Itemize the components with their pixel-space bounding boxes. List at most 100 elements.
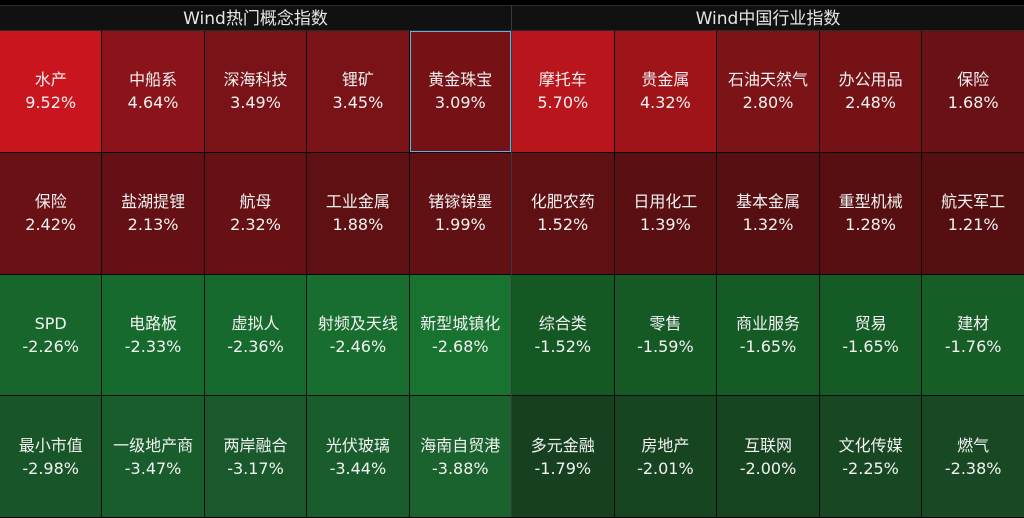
tile-name: 航母 [239, 192, 272, 212]
tile-change-percent: -2.26% [22, 336, 79, 356]
index-tile[interactable]: 保险 2.42% [0, 152, 102, 274]
tile-change-percent: -2.36% [227, 336, 284, 356]
tile-change-percent: 9.52% [25, 93, 77, 113]
index-tile[interactable]: 燃气 -2.38% [922, 396, 1024, 517]
tile-name: 多元金融 [530, 435, 595, 455]
tile-name: 日用化工 [633, 192, 698, 212]
tile-name: 燃气 [957, 435, 990, 455]
index-tile[interactable]: 锂矿 3.45% [307, 31, 409, 152]
index-tile[interactable]: 两岸融合 -3.17% [204, 396, 307, 517]
index-tile[interactable]: 电路板 -2.33% [102, 274, 204, 396]
index-tile[interactable]: 航母 2.32% [204, 152, 307, 274]
tile-name: 虚拟人 [231, 313, 280, 333]
index-tile[interactable]: 互联网 -2.00% [717, 396, 819, 517]
tile-change-percent: 1.68% [947, 93, 999, 113]
index-tile[interactable]: 黄金珠宝 3.09% [409, 31, 511, 152]
index-tile[interactable]: 虚拟人 -2.36% [204, 274, 307, 396]
tile-change-percent: 1.21% [947, 215, 999, 235]
tile-name: 零售 [649, 313, 682, 333]
panel-divider [511, 5, 512, 517]
tile-name: SPD [34, 313, 67, 333]
index-tile[interactable]: 工业金属 1.88% [307, 152, 409, 274]
tile-change-percent: -2.38% [944, 458, 1002, 478]
index-tile[interactable]: 多元金融 -1.79% [512, 396, 614, 517]
tile-name: 贵金属 [641, 70, 690, 90]
index-tile[interactable]: 建材 -1.76% [922, 274, 1024, 396]
tile-change-percent: -2.33% [124, 336, 182, 356]
tile-name: 一级地产商 [113, 435, 194, 455]
index-tile[interactable]: 石油天然气 2.80% [717, 31, 819, 152]
tile-grid: 摩托车 5.70% 贵金属 4.32% 石油天然气 2.80% 办公用品 2.48% 保险 1.6… [512, 31, 1024, 517]
tile-change-percent: 1.32% [742, 215, 794, 235]
index-tile[interactable]: 房地产 -2.01% [614, 396, 717, 517]
tile-change-percent: 2.32% [230, 215, 281, 235]
index-tile[interactable]: 商业服务 -1.65% [717, 274, 819, 396]
tile-change-percent: -2.25% [842, 458, 899, 478]
index-tile[interactable]: 中船系 4.64% [102, 31, 204, 152]
index-tile[interactable]: 光伏玻璃 -3.44% [307, 396, 409, 517]
tile-change-percent: 1.28% [845, 215, 896, 235]
index-tile[interactable]: 航天军工 1.21% [922, 152, 1024, 274]
index-tile[interactable]: 贸易 -1.65% [819, 274, 922, 396]
tile-name: 文化传媒 [838, 435, 903, 455]
tile-name: 保险 [34, 192, 67, 212]
tile-change-percent: 4.64% [127, 93, 179, 113]
tile-name: 射频及天线 [317, 313, 398, 333]
tile-change-percent: -2.68% [431, 336, 489, 356]
tile-name: 深海科技 [223, 70, 288, 90]
index-tile[interactable]: 锗镓锑墨 1.99% [409, 152, 511, 274]
panel-industry-index: Wind中国行业指数 摩托车 5.70% 贵金属 4.32% 石油天然气 2.80% 办公用… [512, 5, 1024, 517]
tile-name: 电路板 [129, 313, 178, 333]
index-tile[interactable]: 射频及天线 -2.46% [307, 274, 409, 396]
index-tile[interactable]: 水产 9.52% [0, 31, 102, 152]
panel-title: Wind中国行业指数 [512, 5, 1024, 31]
tile-change-percent: 4.32% [639, 93, 691, 113]
tile-name: 锂矿 [341, 70, 374, 90]
tile-name: 海南自贸港 [420, 435, 501, 455]
tile-name: 摩托车 [538, 70, 587, 90]
tile-change-percent: -1.59% [637, 336, 694, 356]
index-tile[interactable]: 深海科技 3.49% [204, 31, 307, 152]
index-tile[interactable]: 保险 1.68% [922, 31, 1024, 152]
tile-name: 建材 [957, 313, 990, 333]
tile-name: 综合类 [538, 313, 587, 333]
index-tile[interactable]: 最小市值 -2.98% [0, 396, 102, 517]
tile-change-percent: 2.48% [845, 93, 896, 113]
index-tile[interactable]: 一级地产商 -3.47% [102, 396, 204, 517]
tile-change-percent: -1.52% [534, 336, 592, 356]
index-tile[interactable]: 文化传媒 -2.25% [819, 396, 922, 517]
index-tile[interactable]: 基本金属 1.32% [717, 152, 819, 274]
index-tile[interactable]: 海南自贸港 -3.88% [409, 396, 511, 517]
index-tile[interactable]: 贵金属 4.32% [614, 31, 717, 152]
index-tile[interactable]: 化肥农药 1.52% [512, 152, 614, 274]
index-tile[interactable]: 盐湖提锂 2.13% [102, 152, 204, 274]
tile-name: 最小市值 [18, 435, 83, 455]
tile-change-percent: 1.39% [639, 215, 691, 235]
index-tile[interactable]: 摩托车 5.70% [512, 31, 614, 152]
tile-name: 石油天然气 [727, 70, 808, 90]
tile-change-percent: -3.44% [329, 458, 387, 478]
tile-name: 房地产 [641, 435, 690, 455]
index-tile[interactable]: SPD -2.26% [0, 274, 102, 396]
tile-name: 盐湖提锂 [121, 192, 186, 212]
tile-name: 黄金珠宝 [428, 70, 493, 90]
tile-name: 锗镓锑墨 [428, 192, 493, 212]
top-strip [0, 0, 1024, 5]
index-tile[interactable]: 重型机械 1.28% [819, 152, 922, 274]
tile-change-percent: 3.09% [434, 93, 486, 113]
tile-name: 商业服务 [735, 313, 800, 333]
tile-grid: 水产 9.52% 中船系 4.64% 深海科技 3.49% 锂矿 3.45% 黄金珠宝 3.09%… [0, 31, 511, 517]
index-tile[interactable]: 日用化工 1.39% [614, 152, 717, 274]
tile-name: 办公用品 [838, 70, 903, 90]
tile-change-percent: -3.47% [124, 458, 182, 478]
tile-name: 水产 [34, 70, 67, 90]
tile-change-percent: 5.70% [537, 93, 589, 113]
index-tile[interactable]: 零售 -1.59% [614, 274, 717, 396]
tile-change-percent: 3.49% [230, 93, 281, 113]
tile-change-percent: 1.99% [434, 215, 486, 235]
index-tile[interactable]: 办公用品 2.48% [819, 31, 922, 152]
index-tile[interactable]: 综合类 -1.52% [512, 274, 614, 396]
tile-change-percent: -2.01% [637, 458, 694, 478]
tile-change-percent: 1.88% [332, 215, 384, 235]
index-tile[interactable]: 新型城镇化 -2.68% [409, 274, 511, 396]
